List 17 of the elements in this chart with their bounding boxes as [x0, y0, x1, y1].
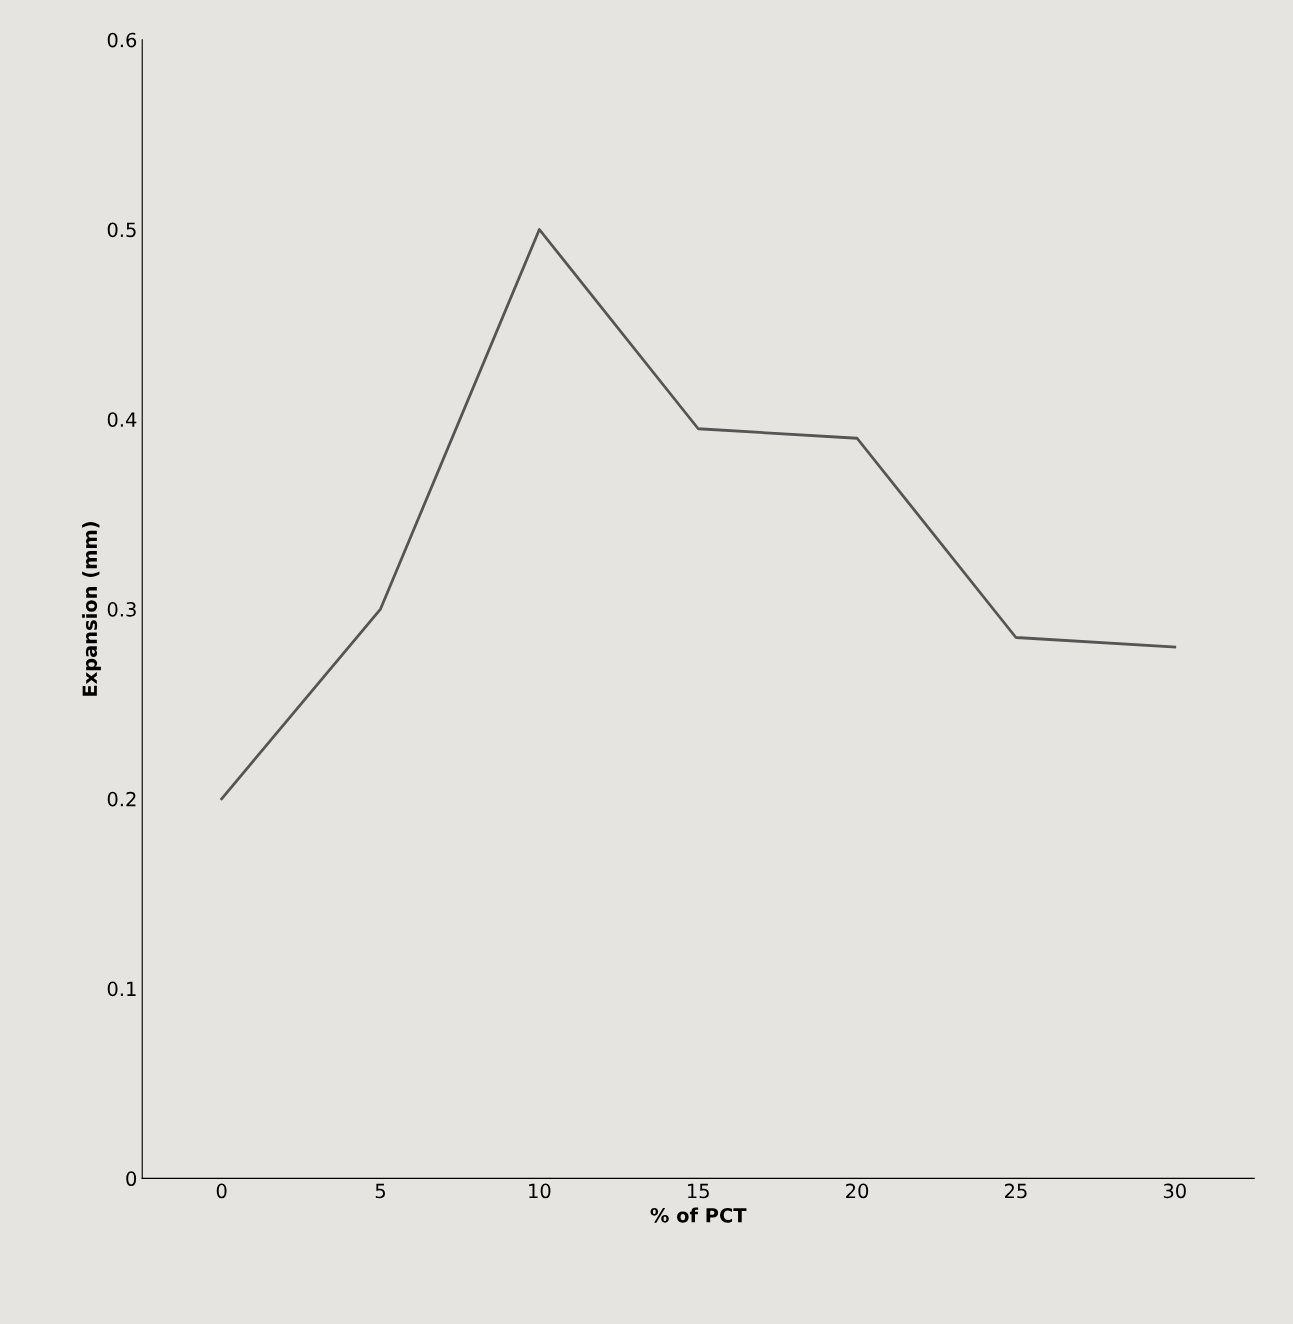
y-tick-label: 0: [126, 1171, 137, 1187]
x-tick-label: 0: [216, 1183, 227, 1199]
y-tick-label: 0.6: [107, 32, 137, 48]
x-axis-title: % of PCT: [650, 1207, 747, 1223]
y-tick-label: 0.1: [107, 981, 136, 997]
x-tick-label: 5: [375, 1183, 385, 1199]
x-tick-label: 30: [1163, 1183, 1186, 1199]
x-tick-label: 20: [846, 1183, 869, 1199]
y-tick-label: 0.4: [107, 412, 137, 427]
x-tick-label: 15: [687, 1183, 709, 1199]
y-tick-label: 0.5: [107, 222, 136, 238]
y-tick-label: 0.2: [107, 791, 136, 807]
y-axis-title: Expansion (mm): [82, 522, 101, 696]
x-tick-label: 10: [529, 1183, 551, 1199]
y-tick-label: 0.3: [107, 602, 136, 617]
x-tick-label: 25: [1004, 1183, 1027, 1199]
line-series: [220, 228, 1177, 801]
